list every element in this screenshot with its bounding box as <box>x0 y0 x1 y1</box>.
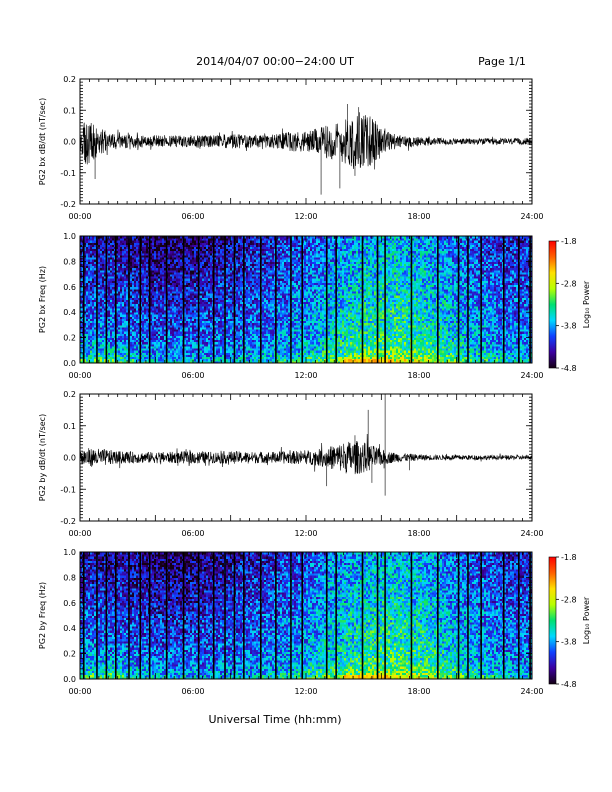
x-tick-label: 24:00 <box>520 529 543 538</box>
colorbar-tick-label: -2.8 <box>561 279 577 288</box>
y-tick-label: 0.2 <box>63 334 76 343</box>
x-tick-label: 18:00 <box>407 687 430 696</box>
y-tick-label: -0.1 <box>60 169 76 178</box>
x-tick-label: 24:00 <box>520 687 543 696</box>
y-tick-label: 0.0 <box>63 359 76 368</box>
panel-3: 0.2 0.1 0.0 -0.1 -0.2 00:00 06:00 12:00 18:00 24:… <box>38 390 544 538</box>
x-tick-label: 12:00 <box>294 687 317 696</box>
x-tick-label: 18:00 <box>407 371 430 380</box>
y-axis-label: PG2 by dB/dt (nT/sec) <box>38 414 47 501</box>
y-tick-label: -0.2 <box>60 200 76 209</box>
x-tick-label: 18:00 <box>407 529 430 538</box>
colorbar: -1.8 -2.8 -3.8 -4.8 Log₁₀ Power <box>549 237 591 373</box>
panel-4: -1.8 -2.8 -3.8 -4.8 Log₁₀ Power 1.0 0.8 0.6 0.4 0… <box>38 548 591 696</box>
y-tick-label: 0.6 <box>63 599 76 608</box>
colorbar-tick-label: -1.8 <box>561 553 577 562</box>
y-axis-label: PG2 bx dB/dt (nT/sec) <box>38 98 47 185</box>
x-tick-label: 00:00 <box>68 529 91 538</box>
x-tick-label: 18:00 <box>407 212 430 221</box>
x-axis-title: Universal Time (hh:mm) <box>209 713 342 726</box>
y-tick-label: -0.2 <box>60 517 76 526</box>
colorbar-tick-label: -4.8 <box>561 680 577 689</box>
x-tick-label: 06:00 <box>181 371 204 380</box>
colorbar-tick-label: -2.8 <box>561 595 577 604</box>
y-axis-label: PG2 bx Freq (Hz) <box>38 266 47 333</box>
x-tick-label: 24:00 <box>520 371 543 380</box>
x-tick-label: 06:00 <box>181 529 204 538</box>
colorbar-title: Log₁₀ Power <box>582 280 591 328</box>
y-tick-label: 0.2 <box>63 75 76 84</box>
panels-group: 0.2 0.1 0.0 -0.1 -0.2 00:00 06:00 12:00 18:00 24:… <box>38 75 591 696</box>
panel-1: 0.2 0.1 0.0 -0.1 -0.2 00:00 06:00 12:00 18:00 24:… <box>38 75 544 221</box>
y-tick-label: 0.2 <box>63 390 76 399</box>
y-tick-label: 0.1 <box>63 422 76 431</box>
y-tick-label: 0.4 <box>63 308 76 317</box>
x-tick-label: 00:00 <box>68 371 91 380</box>
colorbar: -1.8 -2.8 -3.8 -4.8 Log₁₀ Power <box>549 553 591 689</box>
y-tick-label: 1.0 <box>63 232 76 241</box>
magnetometer-figure: 2014/04/07 00:00−24:00 UT Page 1/1 0.20.… <box>0 0 612 792</box>
panel-2: -1.8 -2.8 -3.8 -4.8 Log₁₀ Power 1.0 0.8 0.6 0.4 0… <box>38 232 591 380</box>
x-tick-label: 00:00 <box>68 687 91 696</box>
x-tick-label: 12:00 <box>294 212 317 221</box>
x-tick-label: 06:00 <box>181 212 204 221</box>
colorbar-scale <box>549 557 556 684</box>
colorbar-scale <box>549 241 556 368</box>
page-indicator: Page 1/1 <box>478 55 526 68</box>
y-tick-label: 0.0 <box>63 454 76 463</box>
x-tick-label: 00:00 <box>68 212 91 221</box>
waveform-trace <box>80 394 532 496</box>
colorbar-tick-label: -3.8 <box>561 638 577 647</box>
colorbar-title: Log₁₀ Power <box>582 596 591 644</box>
waveform-trace <box>80 104 532 195</box>
colorbar-tick-label: -4.8 <box>561 364 577 373</box>
x-tick-label: 12:00 <box>294 529 317 538</box>
y-tick-label: 0.6 <box>63 283 76 292</box>
y-tick-label: 0.1 <box>63 106 76 115</box>
colorbar-tick-label: -1.8 <box>561 237 577 246</box>
colorbar-tick-label: -3.8 <box>561 322 577 331</box>
x-tick-label: 24:00 <box>520 212 543 221</box>
x-tick-label: 12:00 <box>294 371 317 380</box>
x-tick-label: 06:00 <box>181 687 204 696</box>
y-tick-label: -0.1 <box>60 485 76 494</box>
y-axis-label: PG2 by Freq (Hz) <box>38 582 47 649</box>
y-tick-label: 0.4 <box>63 624 76 633</box>
figure-title: 2014/04/07 00:00−24:00 UT <box>196 55 354 68</box>
y-tick-label: 0.0 <box>63 138 76 147</box>
y-tick-label: 0.2 <box>63 650 76 659</box>
y-tick-label: 1.0 <box>63 548 76 557</box>
y-tick-label: 0.0 <box>63 675 76 684</box>
y-tick-label: 0.8 <box>63 573 76 582</box>
y-tick-label: 0.8 <box>63 257 76 266</box>
